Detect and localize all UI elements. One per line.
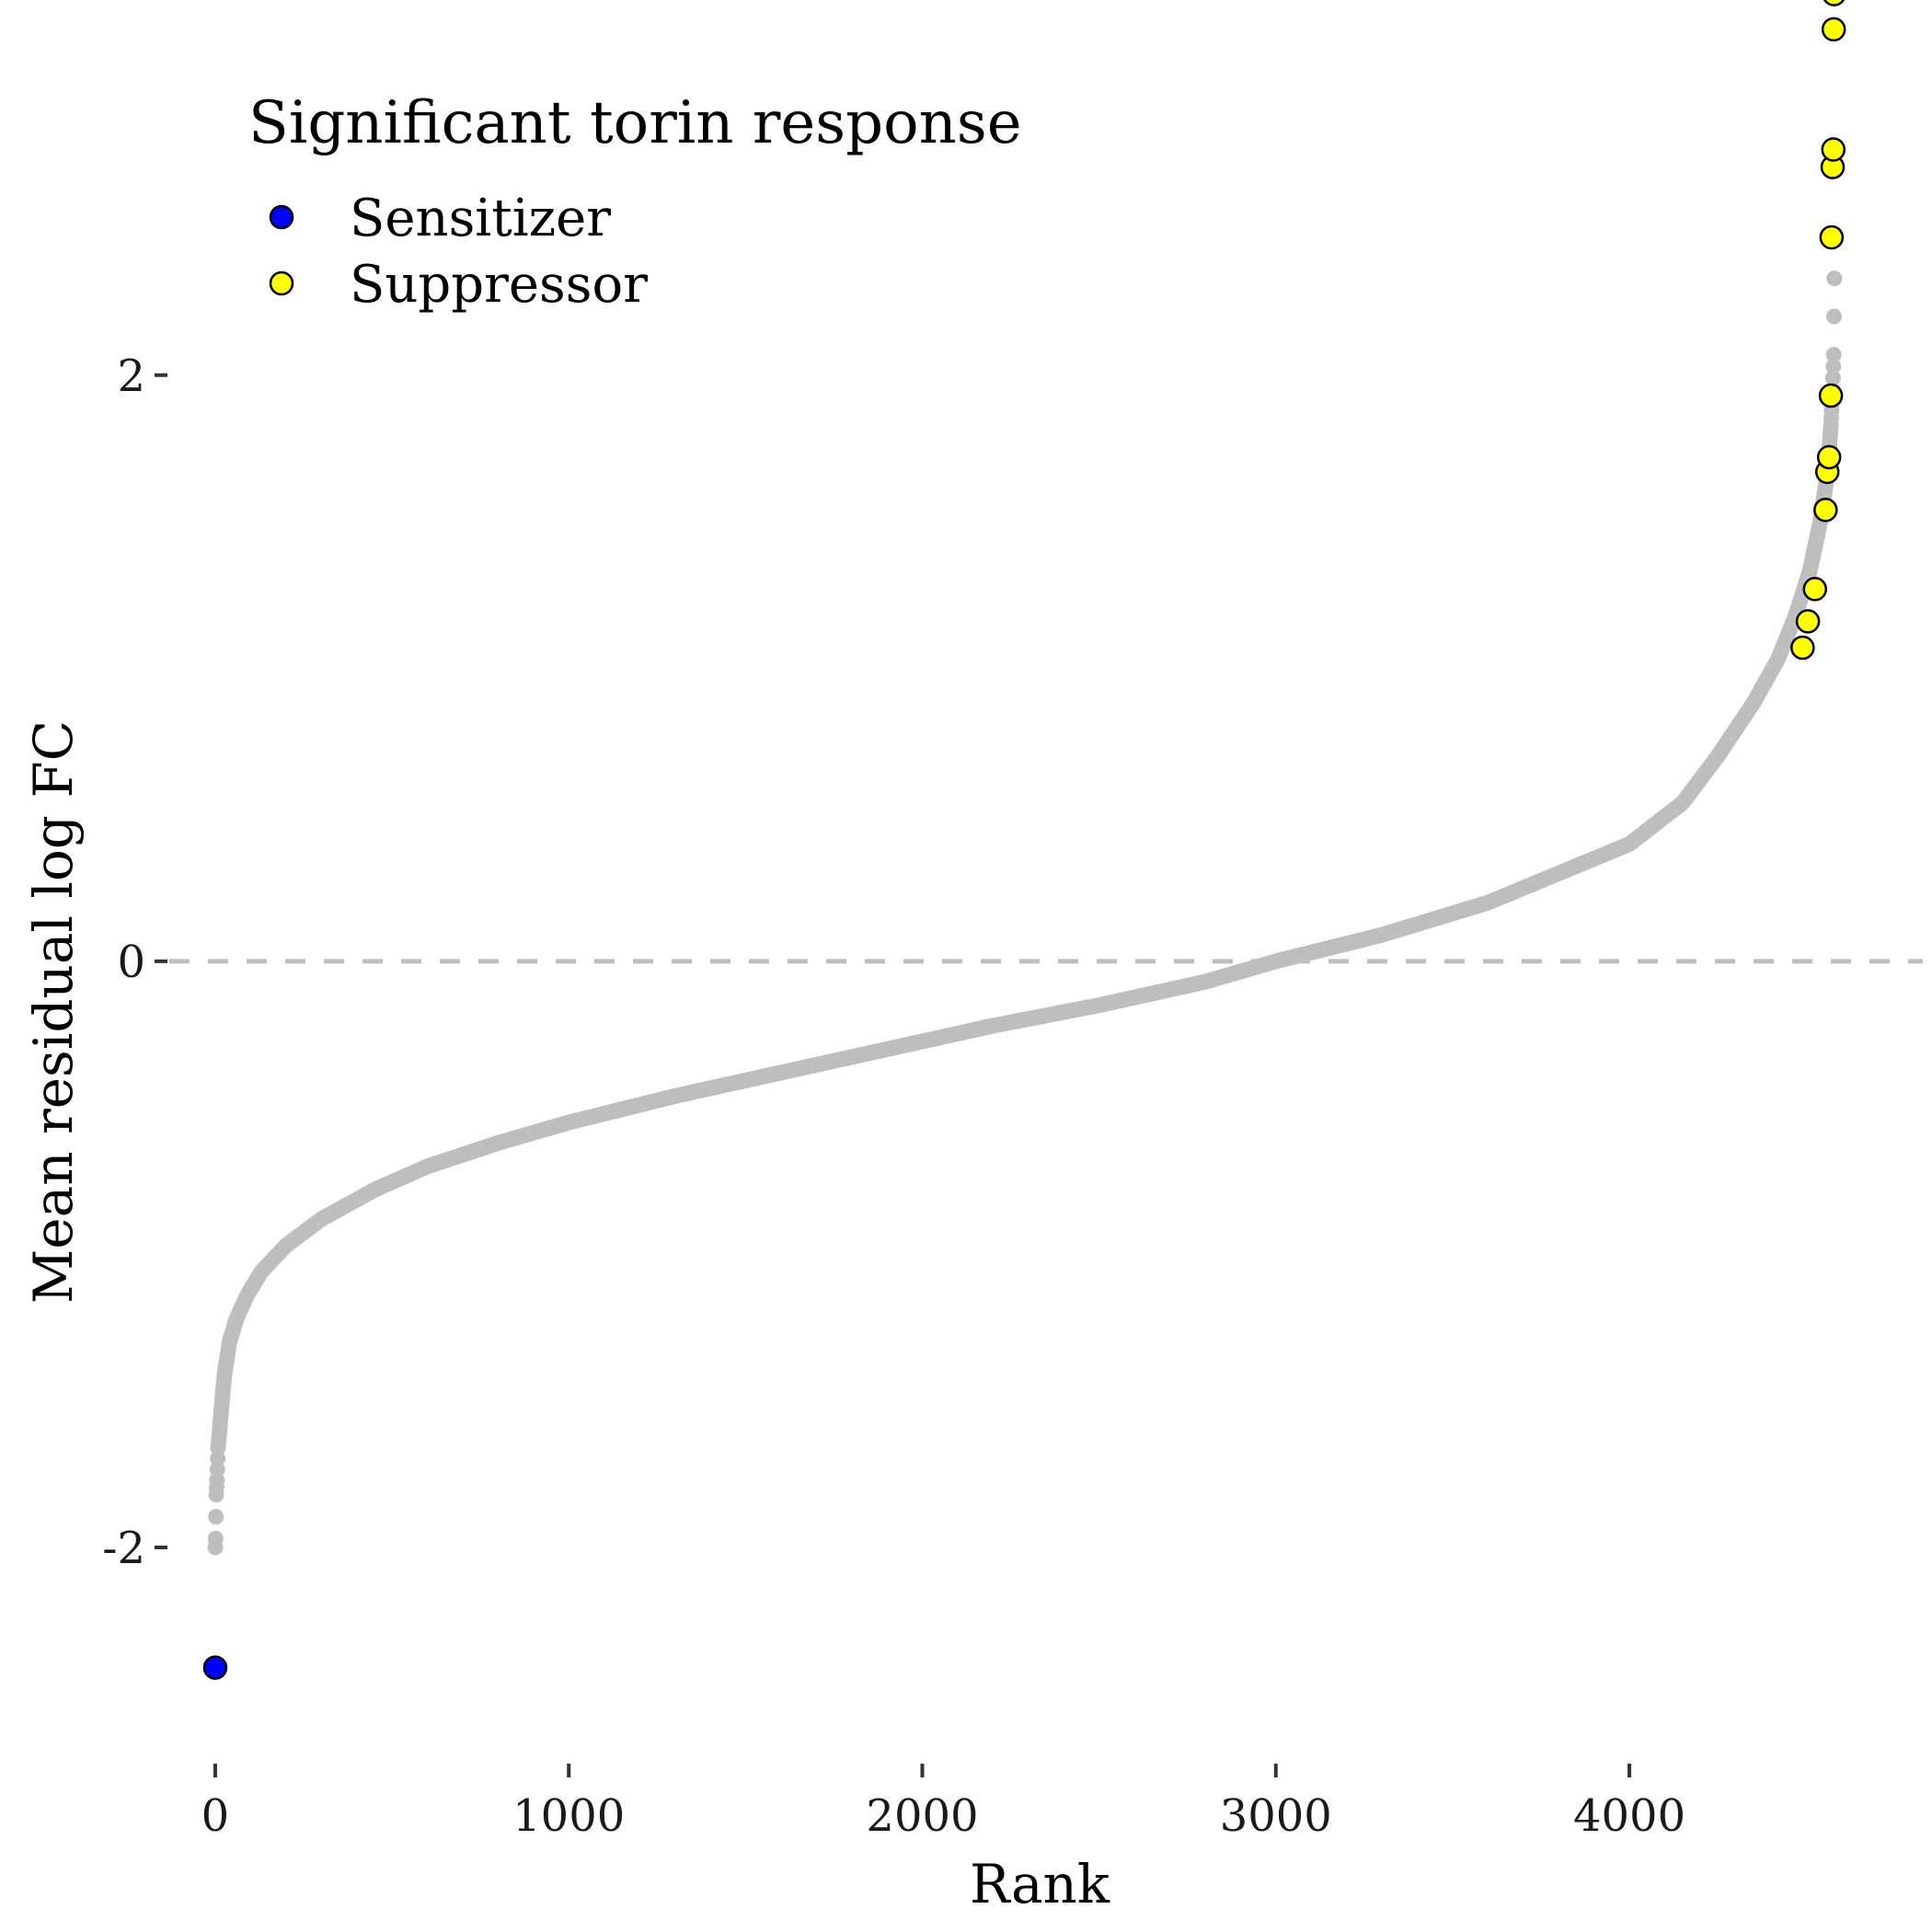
data-point [1825, 347, 1842, 362]
legend-title: Significant torin response [248, 89, 1022, 157]
data-point [1825, 358, 1842, 374]
data-point [1826, 308, 1842, 325]
x-tick-label: 1000 [512, 1790, 625, 1842]
suppressor-point [1819, 224, 1845, 250]
suppressor-point [1821, 137, 1846, 162]
legend-label-sensitizer: Sensitizer [350, 189, 611, 248]
suppressor-point [1790, 635, 1815, 661]
x-tick-label: 2000 [866, 1790, 978, 1842]
legend-key-suppressor [269, 270, 294, 296]
background-points [207, 270, 1843, 1556]
y-tick-label: -2 [102, 1523, 145, 1574]
legend-key-sensitizer [269, 204, 294, 230]
data-point [1824, 370, 1841, 386]
x-axis: 0 1000 2000 3000 4000 [201, 1764, 1685, 1842]
suppressor-point [1821, 17, 1846, 42]
x-tick-label: 0 [201, 1790, 230, 1842]
data-point [1826, 270, 1843, 287]
suppressor-point [1795, 609, 1821, 634]
suppressor-point [1818, 383, 1844, 408]
y-tick-label: 0 [117, 937, 145, 988]
suppressor-point [1816, 444, 1842, 470]
sensitizer-point [202, 1655, 228, 1680]
legend-label-suppressor: Suppressor [350, 255, 648, 315]
x-axis-title: Rank [970, 1853, 1110, 1915]
y-tick-label: 2 [117, 351, 145, 402]
suppressor-point [1813, 498, 1838, 523]
suppressor-point [1823, 0, 1846, 6]
suppressor-point [1802, 577, 1828, 602]
data-point [207, 1530, 224, 1547]
y-axis: -2 0 2 [102, 351, 167, 1574]
legend: Significant torin response Sensitizer Su… [248, 89, 1022, 315]
data-point [208, 1509, 224, 1525]
x-tick-label: 3000 [1220, 1790, 1332, 1842]
x-tick-label: 4000 [1573, 1790, 1685, 1842]
y-axis-title: Mean residual log FC [22, 720, 85, 1304]
highlighted-points [202, 0, 1846, 1680]
